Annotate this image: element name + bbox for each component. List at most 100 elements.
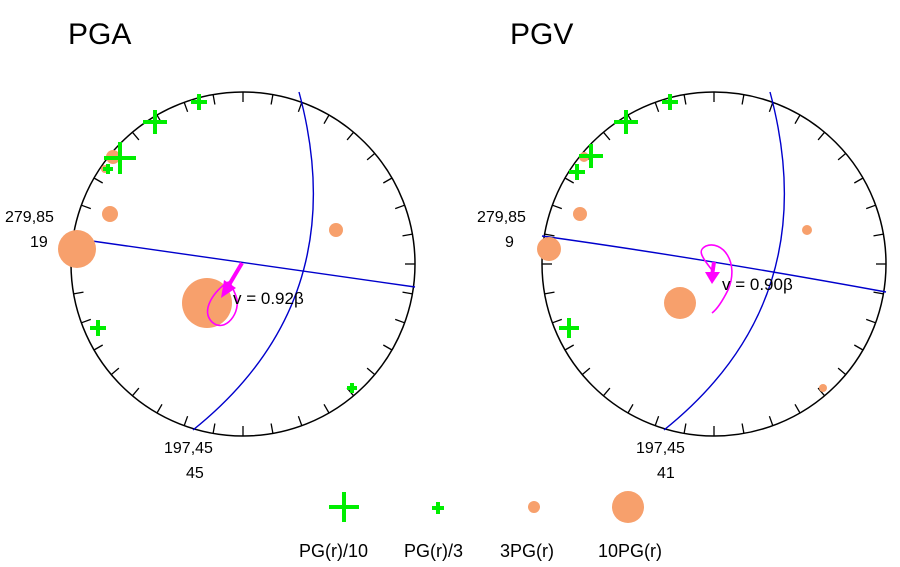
arrow-head-icon (221, 280, 236, 298)
tick-mark (581, 367, 591, 376)
tick-mark (131, 387, 140, 397)
velocity-curve (700, 244, 733, 314)
tick-mark (873, 233, 884, 237)
tick-mark (402, 291, 413, 295)
tick-mark (853, 177, 864, 184)
tick-mark (794, 403, 801, 414)
tick-mark (741, 423, 745, 434)
tick-mark (212, 423, 216, 434)
tick-mark (552, 204, 563, 210)
amplification-dot (537, 237, 561, 261)
tick-mark (865, 204, 876, 210)
tick-mark (794, 114, 801, 125)
stereonet-tick-marks (71, 92, 415, 436)
tick-mark (183, 415, 189, 426)
amplification-dot (802, 225, 812, 235)
stereonet-circle (541, 91, 887, 437)
velocity-label: v = 0.92β (233, 289, 304, 308)
bottom-plane-value: 45 (186, 465, 204, 482)
left-plane-value: 9 (505, 234, 514, 251)
amplification-dot (819, 384, 827, 392)
tick-mark (270, 94, 274, 105)
tick-mark (768, 415, 774, 426)
arrow-head-icon (705, 272, 720, 284)
legend-label: PG(r)/10 (299, 541, 368, 561)
tick-mark (683, 423, 687, 434)
tick-mark (654, 415, 660, 426)
legend: PG(r)/10 PG(r)/3 3PG(r) 10PG(r) (299, 491, 662, 561)
legend-label: PG(r)/3 (404, 541, 463, 561)
dot-small-icon (528, 501, 540, 513)
tick-mark (156, 403, 163, 414)
reduction-cross (662, 94, 678, 110)
tick-mark (366, 152, 376, 161)
tick-mark (394, 204, 405, 210)
panel-title: PGA (68, 18, 131, 51)
tick-mark (297, 415, 303, 426)
tick-mark (817, 131, 826, 141)
reduction-cross (104, 142, 136, 174)
tick-mark (81, 204, 92, 210)
left-plane-label: 279,85 (5, 209, 54, 226)
tick-mark (602, 131, 611, 141)
tick-mark (93, 344, 104, 351)
bottom-plane-value: 41 (657, 465, 675, 482)
tick-mark (394, 318, 405, 324)
tick-mark (741, 94, 745, 105)
panel-pgv: PGV v = 0.90β 279,85 9 197,45 41 (477, 18, 887, 482)
tick-mark (346, 131, 355, 141)
tick-mark (817, 387, 826, 397)
velocity-label: v = 0.90β (722, 275, 793, 294)
tick-mark (853, 344, 864, 351)
tick-mark (183, 102, 189, 113)
tick-mark (270, 423, 274, 434)
cross-large-icon (329, 492, 359, 522)
tick-mark (602, 387, 611, 397)
tick-mark (564, 177, 575, 184)
panel-pga: PGA v = 0.92β 279,85 19 197,45 45 (5, 18, 416, 482)
reduction-cross (569, 164, 585, 180)
reduction-cross (103, 164, 113, 174)
tick-mark (297, 102, 303, 113)
tick-mark (654, 102, 660, 113)
nodal-plane-strike-279 (541, 235, 887, 293)
left-plane-value: 19 (30, 234, 48, 251)
tick-mark (544, 291, 555, 295)
bottom-plane-label: 197,45 (636, 440, 685, 457)
amplification-dot (329, 223, 343, 237)
nodal-plane-strike-197 (663, 91, 786, 431)
reduction-cross (579, 144, 603, 168)
tick-mark (93, 177, 104, 184)
tick-mark (81, 318, 92, 324)
left-plane-label: 279,85 (477, 209, 526, 226)
reduction-cross (614, 110, 638, 134)
cross-small-icon (432, 502, 444, 514)
stereonet-tick-marks (542, 92, 886, 436)
amplification-dot (102, 206, 118, 222)
tick-mark (323, 114, 330, 125)
dot-large-icon (612, 491, 644, 523)
tick-mark (131, 131, 140, 141)
tick-mark (552, 318, 563, 324)
tick-mark (768, 102, 774, 113)
reduction-cross (191, 94, 207, 110)
legend-label: 3PG(r) (500, 541, 554, 561)
reduction-cross (90, 320, 106, 336)
tick-mark (837, 367, 847, 376)
reduction-cross (347, 383, 357, 393)
tick-mark (683, 94, 687, 105)
tick-mark (402, 233, 413, 237)
tick-mark (837, 152, 847, 161)
tick-mark (564, 344, 575, 351)
tick-mark (627, 403, 634, 414)
tick-mark (865, 318, 876, 324)
nodal-plane-strike-279 (70, 237, 416, 288)
legend-label: 10PG(r) (598, 541, 662, 561)
amplification-dot (58, 230, 96, 268)
tick-mark (382, 177, 393, 184)
reduction-cross (143, 110, 167, 134)
tick-mark (544, 233, 555, 237)
bottom-plane-label: 197,45 (164, 440, 213, 457)
amplification-dot (182, 278, 232, 328)
